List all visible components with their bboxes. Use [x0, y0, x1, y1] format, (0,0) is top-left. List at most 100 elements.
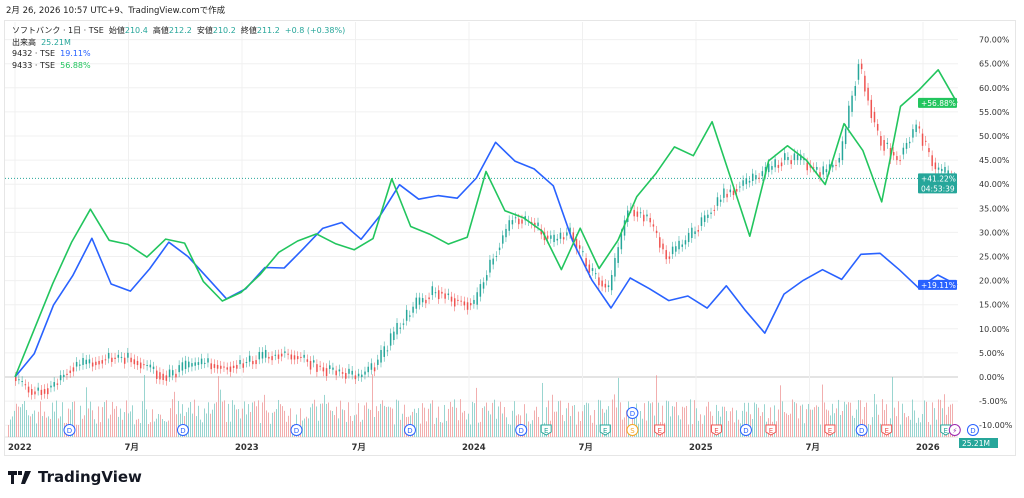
volume-bar: [680, 419, 681, 437]
candle: [207, 358, 209, 363]
candle: [181, 362, 184, 371]
tradingview-logo[interactable]: TradingView: [8, 468, 142, 486]
volume-bar: [168, 420, 169, 437]
volume-bar: [776, 421, 777, 437]
volume-bar: [142, 401, 143, 437]
volume-bar: [754, 402, 755, 437]
volume-bar: [750, 414, 751, 437]
volume-bar: [412, 411, 413, 437]
volume-bar: [338, 418, 339, 437]
candle: [261, 351, 264, 359]
volume-bar: [404, 404, 405, 437]
volume-bar: [370, 409, 371, 437]
marker-letter: D: [743, 427, 748, 435]
caption: 2月 26, 2026 10:57 UTC+9、TradingView.comで…: [6, 6, 226, 16]
event-marker-earnings-icon[interactable]: E: [540, 424, 552, 436]
volume-bar: [158, 414, 159, 437]
event-marker-dividend-icon[interactable]: D: [290, 424, 303, 436]
volume-bar: [872, 417, 873, 437]
volume-bar: [352, 420, 353, 437]
event-marker-earnings-icon[interactable]: E: [940, 424, 952, 436]
candle: [562, 237, 565, 240]
volume-bar: [798, 418, 799, 437]
candle: [284, 351, 286, 353]
marker-letter: E: [657, 427, 661, 435]
volume-bar: [386, 407, 387, 437]
candle: [348, 368, 350, 374]
volume-bar: [368, 408, 369, 437]
event-marker-earnings-icon[interactable]: E: [765, 424, 777, 436]
candle: [646, 214, 648, 217]
volume-bar: [458, 420, 459, 437]
event-marker-dividend-icon[interactable]: D: [515, 424, 528, 436]
volume-bar: [602, 408, 603, 437]
x-tick-label: 2023: [235, 443, 259, 453]
volume-bar: [112, 401, 113, 437]
volume-bar: [420, 423, 421, 437]
candle: [98, 360, 100, 365]
legend-9432-row[interactable]: 9432 · TSE 19.11%: [12, 48, 345, 60]
volume-bar: [730, 411, 731, 437]
event-marker-earnings-icon[interactable]: E: [599, 424, 611, 436]
candle: [79, 364, 81, 366]
volume-bar: [90, 401, 91, 437]
candle: [319, 365, 321, 367]
candle: [172, 370, 174, 376]
legend-9433-row[interactable]: 9433 · TSE 56.88%: [12, 60, 345, 72]
candle: [748, 180, 751, 183]
event-marker-earnings-icon[interactable]: E: [710, 424, 722, 436]
volume-bar: [356, 414, 357, 437]
volume-bar: [576, 424, 577, 437]
event-marker-dividend-icon[interactable]: D: [63, 424, 76, 436]
volume-bar: [330, 410, 331, 437]
volume-bar: [608, 406, 609, 437]
volume-bar: [374, 416, 375, 437]
volume-bar: [948, 406, 949, 437]
candle: [934, 162, 937, 170]
marker-letter: S: [630, 427, 635, 435]
volume-bar: [808, 403, 809, 437]
volume-bar: [734, 422, 735, 437]
candle: [453, 298, 456, 307]
volume-bar: [858, 400, 859, 437]
candle: [784, 153, 786, 161]
volume-bar: [206, 413, 207, 437]
series-line-1: [14, 141, 958, 378]
candle: [264, 349, 267, 358]
event-marker-earnings-icon[interactable]: E: [654, 424, 666, 436]
volume-bar: [444, 404, 445, 437]
candle: [876, 123, 879, 131]
event-marker-dividend-icon[interactable]: D: [739, 424, 752, 436]
event-marker-dividend-icon[interactable]: D: [403, 424, 416, 436]
tradingview-logo-icon: [8, 470, 31, 484]
event-marker-news-icon[interactable]: ⚡: [948, 424, 961, 436]
candle: [732, 190, 735, 196]
volume-bar: [204, 408, 205, 437]
candle: [681, 244, 683, 247]
main-symbol[interactable]: ソフトバンク · 1日 · TSE: [12, 26, 104, 35]
volume-bar: [732, 407, 733, 437]
open-value: 210.4: [124, 26, 148, 35]
event-marker-split-icon[interactable]: S: [626, 424, 639, 436]
candle: [18, 379, 20, 381]
candle: [854, 86, 857, 96]
event-marker-earnings-icon[interactable]: E: [881, 424, 893, 436]
event-marker-dividend-icon[interactable]: D: [966, 424, 979, 436]
event-marker-earnings-icon[interactable]: E: [824, 424, 836, 436]
event-marker-dividend-icon[interactable]: D: [176, 424, 189, 436]
candle: [383, 346, 385, 357]
event-marker-dividend-icon[interactable]: D: [626, 407, 639, 419]
candle: [139, 362, 142, 369]
volume-bar: [940, 399, 941, 437]
volume-bar: [564, 421, 565, 437]
volume-bar: [642, 418, 643, 437]
candle: [361, 374, 363, 377]
volume-bar: [722, 406, 723, 437]
event-marker-dividend-icon[interactable]: D: [855, 424, 868, 436]
volume-bar: [542, 382, 543, 437]
volume-bar: [148, 424, 149, 437]
candle: [739, 186, 741, 188]
x-tick-label: 7月: [806, 443, 820, 453]
series-9432-value: 19.11%: [60, 49, 91, 58]
